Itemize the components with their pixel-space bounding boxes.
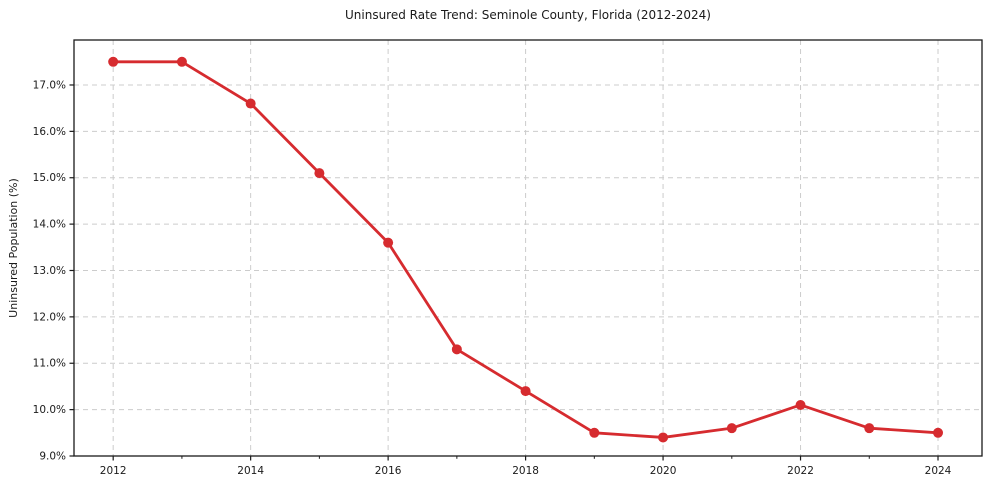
y-tick-label: 15.0% xyxy=(33,172,66,184)
y-tick-label: 12.0% xyxy=(33,311,66,323)
y-tick-label: 16.0% xyxy=(33,126,66,138)
data-point-marker xyxy=(658,432,669,443)
y-tick-label: 17.0% xyxy=(33,79,66,91)
data-point-marker xyxy=(108,56,119,67)
x-tick-label: 2020 xyxy=(650,465,677,477)
chart-title: Uninsured Rate Trend: Seminole County, F… xyxy=(345,8,711,22)
data-point-marker xyxy=(933,427,944,438)
x-tick-label: 2012 xyxy=(100,465,127,477)
x-tick-label: 2022 xyxy=(787,465,814,477)
data-point-marker xyxy=(726,423,737,434)
data-point-marker xyxy=(795,399,806,410)
data-point-marker xyxy=(451,344,462,355)
axes-frame xyxy=(73,39,983,457)
data-point-marker xyxy=(520,386,531,397)
data-point-marker xyxy=(589,427,600,438)
y-tick-label: 10.0% xyxy=(33,404,66,416)
y-tick-label: 9.0% xyxy=(39,451,66,463)
y-tick-label: 13.0% xyxy=(33,265,66,277)
data-point-marker xyxy=(245,98,256,109)
y-tick-label: 11.0% xyxy=(33,358,66,370)
x-tick-label: 2014 xyxy=(237,465,264,477)
x-tick-label: 2024 xyxy=(925,465,952,477)
x-tick-label: 2016 xyxy=(375,465,402,477)
data-point-marker xyxy=(314,168,325,179)
data-point-marker xyxy=(383,237,394,248)
y-tick-label: 14.0% xyxy=(33,219,66,231)
data-point-marker xyxy=(864,423,875,434)
data-point-marker xyxy=(176,56,187,67)
x-tick-label: 2018 xyxy=(512,465,539,477)
